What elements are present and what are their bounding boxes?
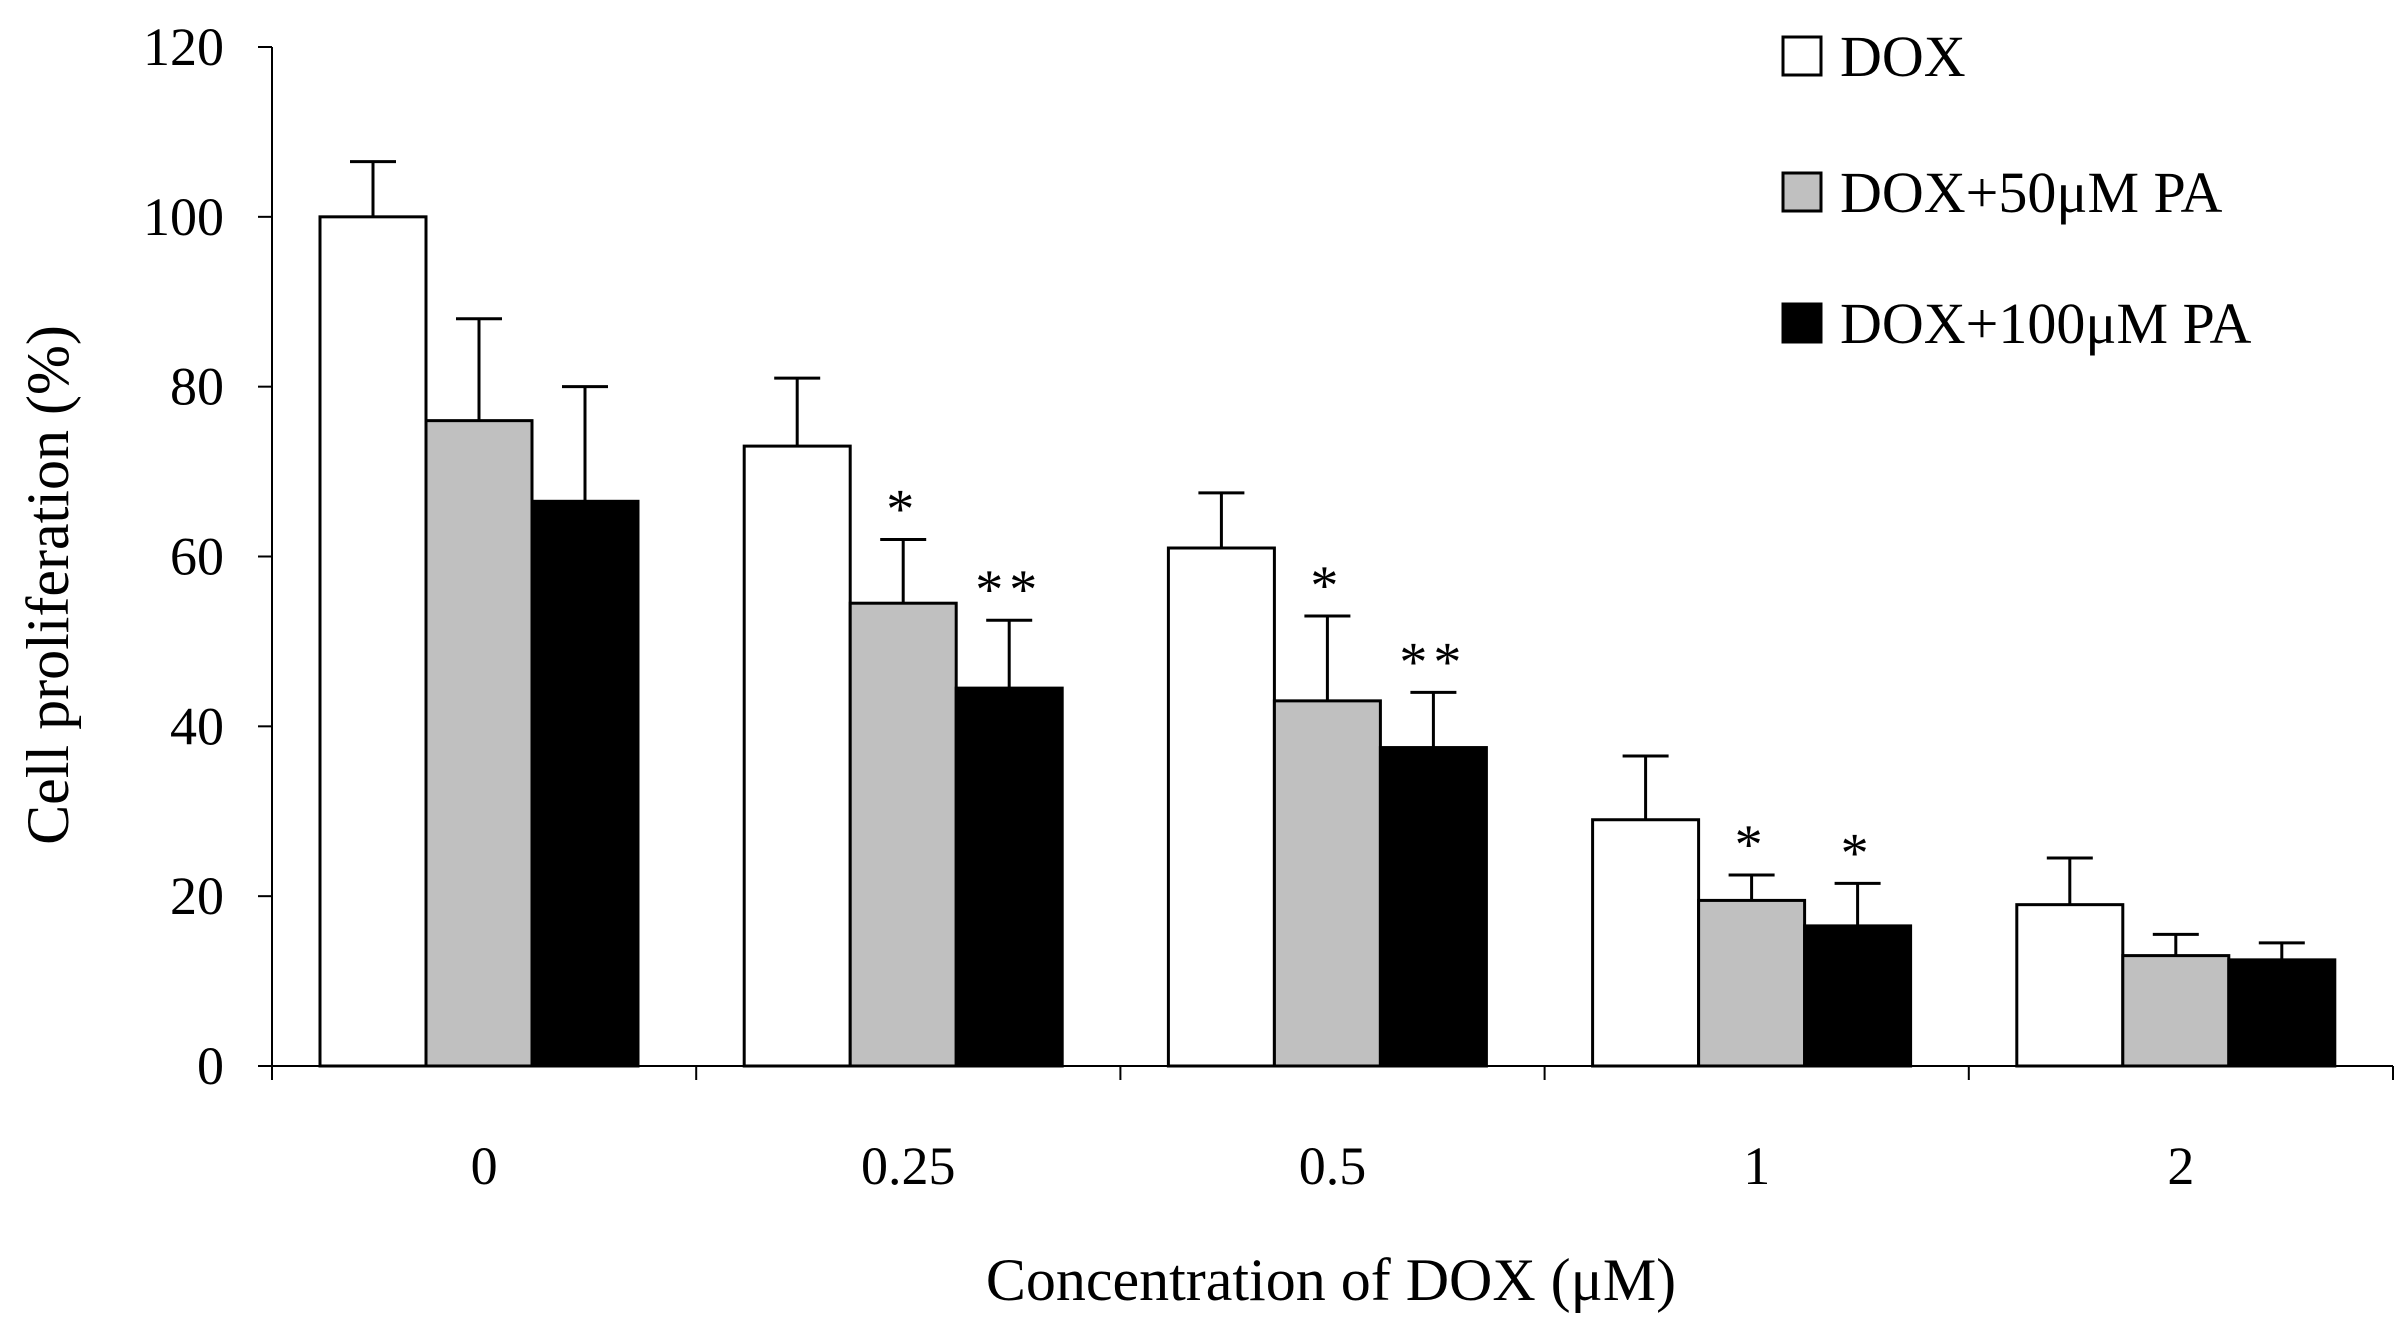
x-axis-title: Concentration of DOX (μM) bbox=[986, 1247, 1676, 1313]
bar bbox=[848, 601, 958, 1068]
x-tick-label: 0.5 bbox=[1299, 1136, 1367, 1196]
y-axis-title: Cell proliferation (%) bbox=[15, 325, 81, 845]
bar bbox=[1697, 898, 1807, 1068]
y-tick-label: 80 bbox=[170, 357, 224, 417]
legend-label: DOX bbox=[1840, 24, 1966, 89]
x-tick-label: 2 bbox=[2167, 1136, 2194, 1196]
y-tick-label: 120 bbox=[143, 17, 224, 77]
bar bbox=[2121, 954, 2231, 1068]
bar bbox=[1166, 546, 1276, 1068]
legend-label: DOX+100μM PA bbox=[1840, 291, 2251, 356]
legend-swatch bbox=[1781, 171, 1823, 213]
x-tick-label: 0 bbox=[471, 1136, 498, 1196]
bar bbox=[954, 686, 1064, 1068]
bar bbox=[1591, 818, 1701, 1068]
bar bbox=[318, 215, 428, 1068]
bar bbox=[1803, 924, 1913, 1068]
legend-swatch bbox=[1781, 35, 1823, 77]
significance-label: * bbox=[1310, 555, 1344, 617]
bar bbox=[424, 419, 534, 1068]
y-tick-label: 100 bbox=[143, 187, 224, 247]
bar bbox=[2227, 958, 2337, 1068]
bar bbox=[742, 444, 852, 1068]
legend-label: DOX+50μM PA bbox=[1840, 160, 2222, 225]
bar bbox=[1378, 746, 1488, 1068]
significance-label: ** bbox=[1399, 631, 1467, 693]
significance-label: * bbox=[1735, 814, 1769, 876]
y-tick-label: 20 bbox=[170, 866, 224, 926]
significance-label: ** bbox=[975, 559, 1043, 621]
bars-group: *** **** * bbox=[318, 160, 2337, 1068]
bar bbox=[530, 499, 640, 1068]
legend: DOX DOX+50μM PA DOX+100μM PA bbox=[1781, 24, 2251, 356]
legend-swatch bbox=[1781, 302, 1823, 344]
axes-group: 0 20 40 60 80 100 120 0 0.25 0.5 1 2 bbox=[143, 17, 2394, 1196]
x-tick-label: 0.25 bbox=[861, 1136, 956, 1196]
significance-label: * bbox=[1841, 822, 1875, 884]
bar bbox=[1272, 699, 1382, 1068]
x-tick-label: 1 bbox=[1743, 1136, 1770, 1196]
bar bbox=[2015, 903, 2125, 1068]
significance-label: * bbox=[886, 479, 920, 541]
y-tick-label: 40 bbox=[170, 696, 224, 756]
y-tick-label: 60 bbox=[170, 527, 224, 587]
y-tick-label: 0 bbox=[197, 1036, 224, 1096]
